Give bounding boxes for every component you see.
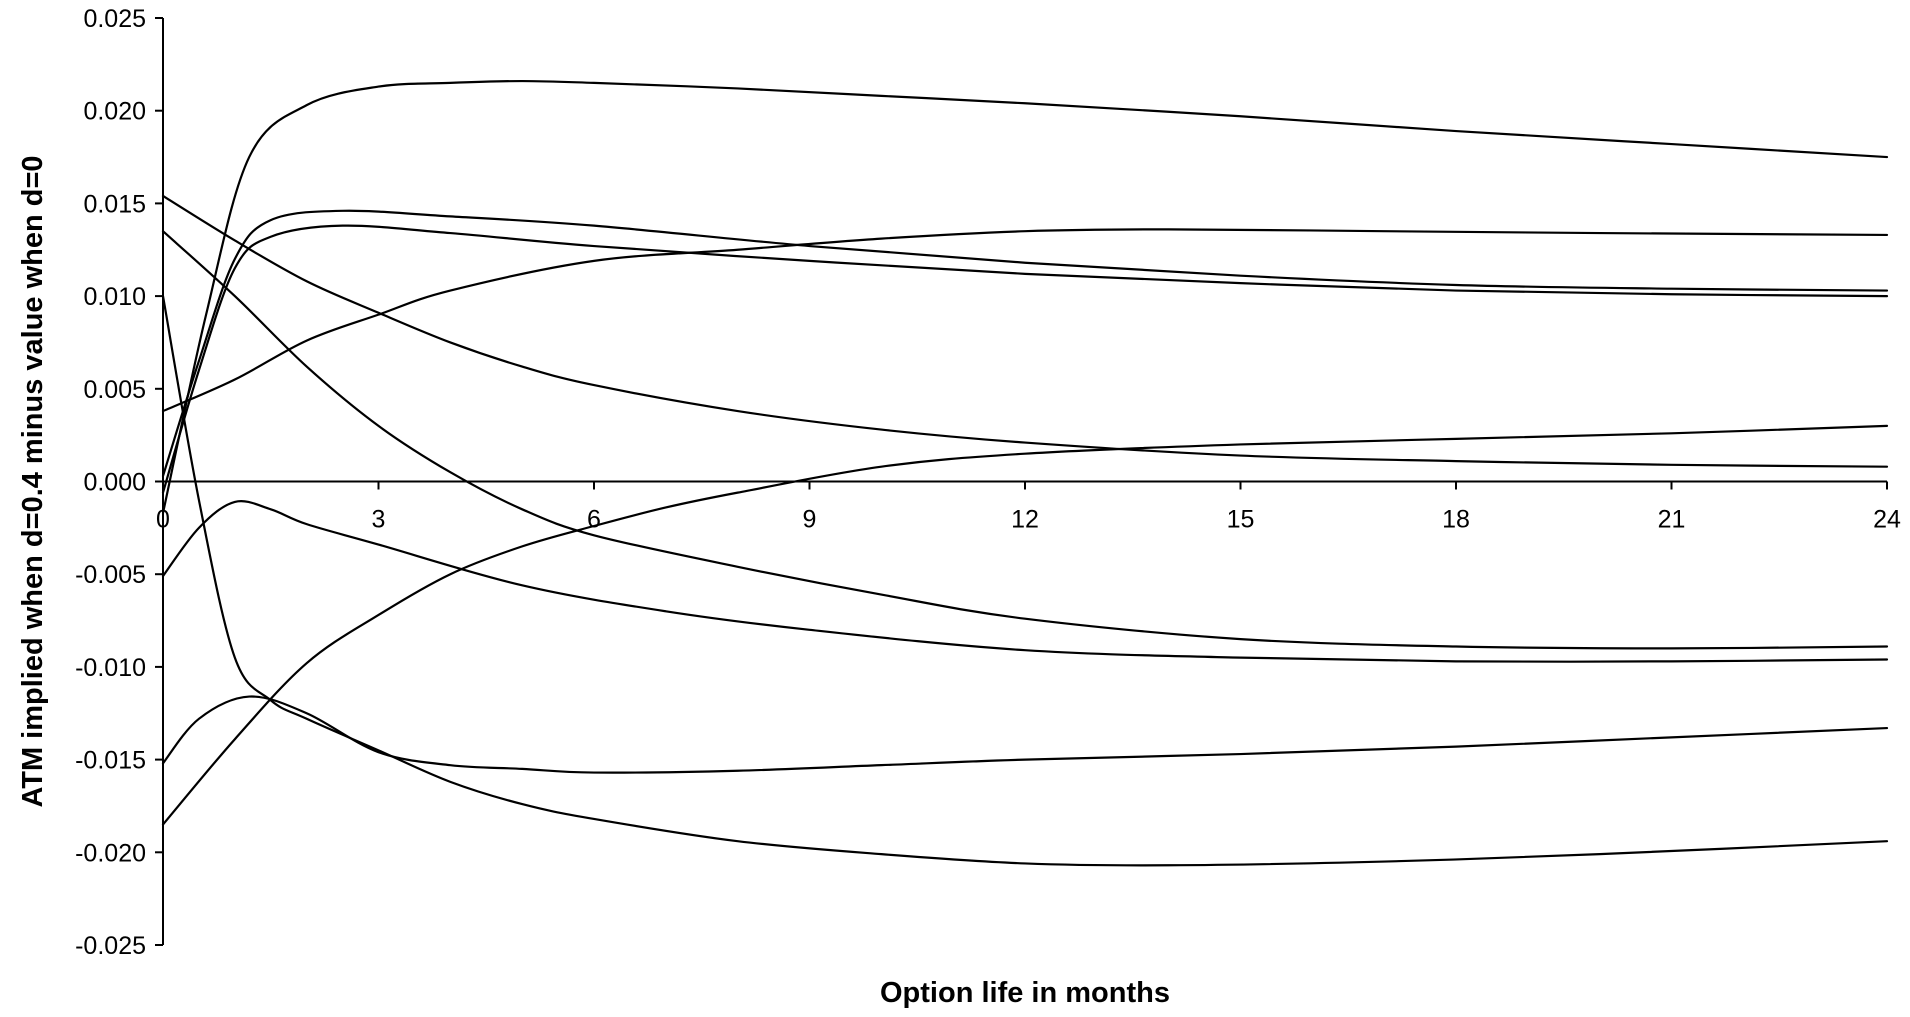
y-tick-label: 0.000 [83,469,146,497]
x-axis-ticks: 0 3 6 9 12 15 18 21 24 [156,481,1901,534]
x-tick-label: 24 [1873,506,1901,534]
series-layer [161,79,1889,867]
x-tick-label: 15 [1227,506,1255,534]
series-line-2 [161,209,1889,478]
y-tick-label: -0.025 [75,932,146,960]
series-line-3 [161,224,1889,494]
y-tick-label: -0.020 [75,839,146,867]
y-tick-label: 0.005 [83,376,146,404]
y-tick-label: -0.015 [75,747,146,775]
y-tick-label: -0.010 [75,654,146,682]
series-line-10 [161,295,1889,867]
series-line-7 [161,500,1889,663]
y-axis-title: ATM implied when d=0.4 minus value when … [17,155,49,807]
x-tick-label: 6 [587,506,601,534]
y-tick-label: 0.015 [83,190,146,218]
x-tick-label: 12 [1011,506,1039,534]
x-tick-label: 21 [1658,506,1686,534]
x-axis-title: Option life in months [880,977,1170,1009]
x-tick-label: 0 [156,506,170,534]
series-line-4 [161,228,1889,413]
series-line-1 [161,79,1889,515]
x-tick-label: 18 [1442,506,1470,534]
series-line-9 [161,695,1889,774]
y-axis-ticks: 0.025 0.020 0.015 0.010 0.005 0.000 -0.005 -0.0… [75,5,163,960]
series-line-8 [161,424,1889,826]
y-tick-label: 0.020 [83,98,146,126]
y-tick-label: -0.005 [75,561,146,589]
x-tick-label: 9 [803,506,817,534]
y-tick-label: 0.025 [83,5,146,33]
series-line-6 [161,230,1889,650]
x-tick-label: 3 [372,506,386,534]
y-tick-label: 0.010 [83,283,146,311]
series-line-5 [161,194,1889,468]
